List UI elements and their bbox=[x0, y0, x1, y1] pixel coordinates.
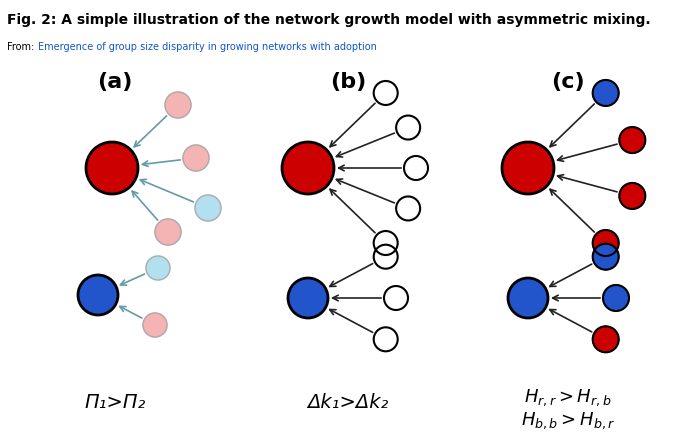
Text: Δk₁>Δk₂: Δk₁>Δk₂ bbox=[307, 393, 389, 412]
Text: (a): (a) bbox=[97, 72, 133, 92]
Circle shape bbox=[508, 278, 548, 318]
Circle shape bbox=[384, 286, 408, 310]
Text: From:: From: bbox=[7, 42, 37, 52]
Circle shape bbox=[288, 278, 328, 318]
Circle shape bbox=[165, 92, 191, 118]
Circle shape bbox=[593, 244, 619, 270]
Circle shape bbox=[86, 142, 138, 194]
Circle shape bbox=[593, 326, 619, 352]
Circle shape bbox=[593, 80, 619, 106]
Circle shape bbox=[620, 183, 645, 209]
Circle shape bbox=[593, 230, 619, 256]
Circle shape bbox=[396, 115, 420, 139]
Text: Π₁>Π₂: Π₁>Π₂ bbox=[84, 393, 146, 412]
Text: $H_{r,r} > H_{r,b}$: $H_{r,r} > H_{r,b}$ bbox=[524, 387, 612, 408]
Circle shape bbox=[146, 256, 170, 280]
Circle shape bbox=[404, 156, 428, 180]
Circle shape bbox=[374, 245, 398, 269]
Text: $H_{b,b} > H_{b,r}$: $H_{b,b} > H_{b,r}$ bbox=[521, 410, 615, 430]
Circle shape bbox=[396, 197, 420, 220]
Text: (c): (c) bbox=[551, 72, 584, 92]
Circle shape bbox=[282, 142, 334, 194]
Circle shape bbox=[78, 275, 118, 315]
Text: Emergence of group size disparity in growing networks with adoption: Emergence of group size disparity in gro… bbox=[38, 42, 377, 52]
Circle shape bbox=[502, 142, 554, 194]
Circle shape bbox=[143, 313, 167, 337]
Circle shape bbox=[183, 145, 209, 171]
Text: (b): (b) bbox=[330, 72, 366, 92]
Circle shape bbox=[195, 195, 221, 221]
Circle shape bbox=[374, 231, 398, 255]
Circle shape bbox=[603, 285, 629, 311]
Text: Fig. 2: A simple illustration of the network growth model with asymmetric mixing: Fig. 2: A simple illustration of the net… bbox=[7, 13, 650, 27]
Circle shape bbox=[374, 327, 398, 351]
Circle shape bbox=[155, 219, 181, 245]
Circle shape bbox=[620, 127, 645, 153]
Circle shape bbox=[374, 81, 398, 105]
